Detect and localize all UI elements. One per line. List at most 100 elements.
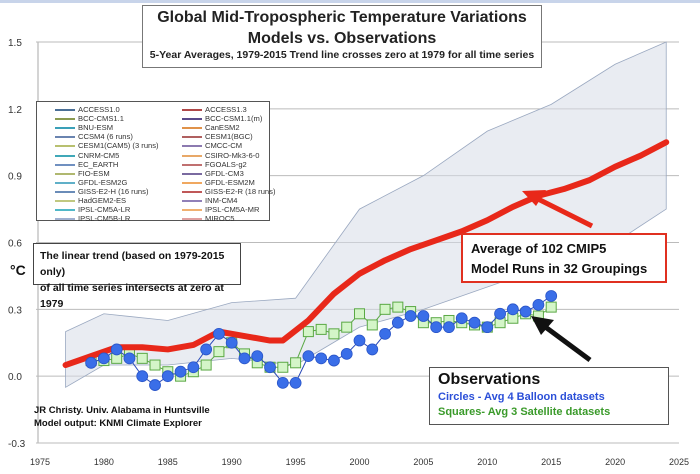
observations-circles: Circles - Avg 4 Balloon datasets	[438, 391, 605, 403]
balloon-circle	[481, 321, 494, 334]
legend-label: GFDL-CM3	[205, 168, 244, 178]
x-tick-label: 2005	[413, 457, 433, 467]
trend-note-line1: The linear trend (based on 1979-2015 onl…	[40, 250, 225, 278]
legend-swatch	[55, 118, 75, 121]
avg-arrow	[522, 190, 594, 229]
observations-squares: Squares- Avg 3 Satellite datasets	[438, 406, 611, 418]
legend-label: GISS-E2-R (18 runs)	[205, 186, 276, 196]
legend-swatch	[55, 181, 75, 184]
legend-item: HadGEM2-ES	[55, 196, 126, 205]
legend-label: FIO-ESM	[78, 168, 110, 178]
y-tick-label: 1.2	[8, 105, 22, 116]
balloon-circle	[110, 343, 123, 356]
credit-line1: JR Christy. Univ. Alabama in Huntsville	[34, 405, 210, 416]
legend-item: CMCC-CM	[182, 141, 242, 150]
legend-swatch	[55, 136, 75, 139]
model-average-line	[62, 139, 670, 369]
satellite-square	[200, 359, 212, 371]
balloon-circle	[494, 307, 506, 320]
balloon-circle	[353, 334, 366, 347]
chart-title-line2: Models vs. Observations	[247, 30, 437, 47]
satellite-square	[136, 352, 148, 364]
legend-label: GFDL-ESM2M	[205, 177, 255, 187]
y-tick-label: 0.0	[8, 372, 22, 383]
x-tick-label: 1995	[286, 457, 306, 467]
balloon-circle	[200, 343, 213, 356]
legend-swatch	[182, 145, 202, 148]
satellite-square	[545, 301, 557, 313]
balloon-circle	[149, 379, 161, 391]
satellite-square	[328, 328, 340, 340]
legend-label: GFDL-ESM2G	[78, 177, 128, 187]
balloon-circle	[391, 316, 404, 329]
y-tick-label: 0.3	[8, 305, 22, 316]
legend-label: EC_EARTH	[78, 159, 119, 169]
observations-note: Observations Circles - Avg 4 Balloon dat…	[429, 367, 669, 425]
average-note-line1: Average of 102 CMIP5	[471, 241, 607, 256]
balloon-circle	[328, 354, 340, 367]
legend-item: GISS-E2-R (18 runs)	[182, 187, 275, 196]
balloon-circle	[123, 352, 136, 365]
legend-label: MIROC5	[205, 214, 235, 224]
legend-item: CSIRO-Mk3-6-0	[182, 151, 259, 160]
balloon-circle	[136, 370, 149, 383]
legend-item: IPSL-CM5A-LR	[55, 205, 130, 214]
y-tick-label: 0.6	[8, 239, 22, 250]
series	[62, 139, 670, 391]
satellite-square	[277, 361, 289, 373]
y-tick-label: -0.3	[8, 439, 26, 450]
average-note-line2: Model Runs in 32 Groupings	[471, 261, 648, 276]
observations-title: Observations	[438, 371, 541, 388]
legend-swatch	[55, 145, 75, 148]
legend-item: CanESM2	[182, 123, 240, 132]
legend-label: GISS-E2-H (16 runs)	[78, 186, 149, 196]
trend-note-line2: of all time series intersects at zero at…	[40, 282, 224, 310]
satellite-square	[149, 359, 161, 371]
legend-swatch	[182, 136, 202, 139]
x-tick-label: 2000	[349, 457, 369, 467]
legend-swatch	[55, 154, 75, 157]
legend-label: HadGEM2-ES	[78, 196, 127, 205]
legend-swatch	[182, 190, 202, 193]
legend-swatch	[55, 218, 75, 221]
legend-swatch	[182, 200, 202, 202]
balloon-circle	[85, 356, 98, 369]
legend-label: CSIRO-Mk3-6-0	[205, 150, 260, 160]
legend-swatch	[55, 190, 75, 193]
legend-item: FGOALS-g2	[182, 160, 247, 169]
legend-item: GISS-E2-H (16 runs)	[55, 187, 148, 196]
legend-label: CMCC-CM	[205, 141, 243, 151]
balloon-circle	[519, 305, 532, 318]
legend-swatch	[55, 109, 75, 111]
legend-label: CESM1(BGC)	[205, 132, 253, 142]
balloon-circle	[455, 312, 468, 325]
balloon-circle	[187, 361, 200, 374]
legend-swatch	[182, 209, 202, 212]
legend-item: GFDL-CM3	[182, 169, 244, 178]
legend-item: EC_EARTH	[55, 160, 118, 169]
legend-item: CESM1(BGC)	[182, 132, 253, 141]
legend-item: IPSL-CM5B-LR	[55, 214, 130, 223]
legend-item: BCC-CMS1.1	[55, 114, 124, 123]
legend-item: FIO-ESM	[55, 169, 110, 178]
x-tick-label: 1990	[222, 457, 242, 467]
legend-label: IPSL-CM5A-MR	[205, 205, 260, 215]
legend-swatch	[182, 118, 202, 121]
legend-item: ACCESS1.0	[55, 105, 120, 114]
legend-swatch	[55, 127, 75, 130]
balloon-circle	[251, 350, 264, 363]
legend-swatch	[55, 172, 75, 175]
legend-label: CCSM4 (6 runs)	[78, 132, 133, 142]
balloon-circle	[545, 290, 558, 302]
legend-label: BCC-CMS1.1	[78, 114, 124, 124]
balloon-circle	[225, 336, 238, 349]
x-tick-label: 2015	[541, 457, 561, 467]
balloon-circle	[302, 350, 315, 363]
balloon-circle	[379, 327, 391, 340]
balloon-circle	[506, 303, 519, 316]
satellite-square	[366, 319, 378, 331]
legend-swatch	[182, 163, 202, 166]
x-tick-label: 2025	[669, 457, 689, 467]
legend-label: FGOALS-g2	[205, 159, 247, 169]
legend-label: CESM1(CAM5) (3 runs)	[78, 141, 159, 151]
